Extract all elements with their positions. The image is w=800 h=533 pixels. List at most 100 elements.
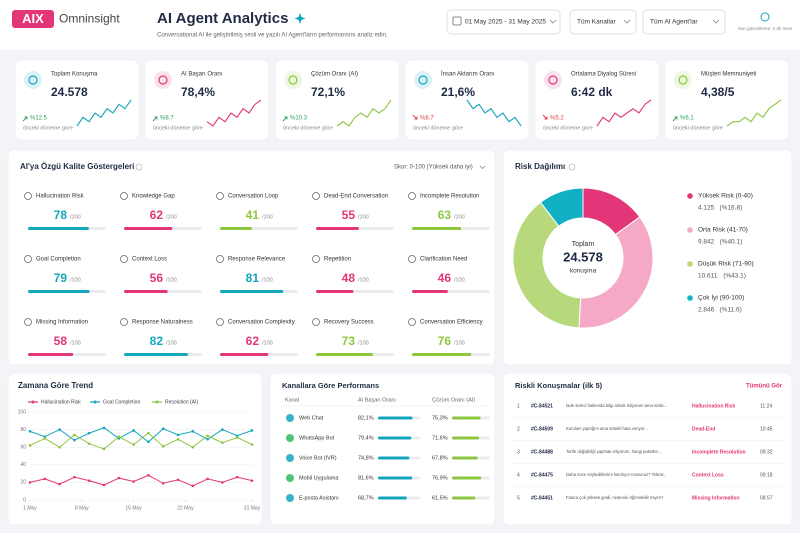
kpi-card [274,59,400,141]
channel-name: Voice Bot (IVR) [299,455,337,461]
kpi-note: önceki döneme göre [673,125,723,131]
series-point [58,428,61,431]
chevron [549,19,557,24]
page-subtitle: Conversational AI ile geliştirilmiş sesl… [157,33,388,39]
metric-max: /100 [166,214,177,220]
metric-max: /100 [262,340,273,346]
series-point [87,479,91,482]
agent-filter-label: Tüm AI Agent'lar [650,19,698,26]
conversation-time: 11:24 [760,403,772,409]
channel-filter-label: Tüm Kanallar [577,19,616,26]
legend-label: Çok İyi (90-100) [698,293,744,302]
kpi-sparkline [206,99,262,127]
y-tick-label: 60 [20,445,26,451]
kpi-change: %8.7 [160,116,174,122]
metric-icon [408,318,416,326]
series-point [58,482,61,486]
metric-max: /100 [454,277,465,283]
series-point [132,480,135,483]
kpi-trend-arrow [22,116,28,122]
chevron [479,165,486,170]
kpi-label: Toplam Konuşma [51,72,98,78]
metric-label: Recovery Success [324,320,374,326]
metric-max: /100 [70,277,81,283]
metric-bar [124,353,188,356]
series-point [206,434,209,438]
kpi-change: %10.3 [290,116,308,122]
refresh-icon[interactable] [760,12,770,22]
conversation-id: #C-84451 [531,495,553,501]
series-point [206,437,209,441]
metric-max: /100 [358,214,369,220]
logo-box [12,10,54,28]
kpi-label: Müşteri Memnuniyeti [701,72,756,78]
legend-label: Yüksek Risk (0-40) [698,193,753,200]
resolution-bar [452,476,482,480]
kpi-icon [544,71,562,89]
success-bar [378,456,410,460]
metric-label: Conversation Efficiency [420,320,483,326]
metric-bar [124,290,168,293]
metric-max: /100 [454,214,465,220]
metric-bar [220,290,284,293]
success-bar [378,416,413,420]
scale-note: Skor: 0-100 (Yüksek daha iyi) [394,165,473,171]
kpi-change: %12.5 [30,116,48,122]
kpi-icon-glyph [288,75,298,85]
donut-segment [512,201,582,329]
series-point [191,484,195,488]
series-point [147,440,150,444]
legend-percent: (%16.8) [720,205,743,212]
metric-max: /100 [166,277,177,283]
risk-tag: Incomplete Resolution [692,449,746,455]
metric-max: /100 [166,340,177,346]
metric-max: /100 [262,214,273,220]
kpi-icon [674,71,692,89]
conversation-text: Tarife değişikliği yapmak istiyorum, han… [566,449,661,454]
metric-bar [316,353,373,356]
column-header: Çözüm Oranı (AI) [432,397,475,403]
series-point [235,436,239,439]
metric-bar [28,353,74,356]
kpi-value: 24.578 [51,85,88,99]
series-point [132,443,135,446]
legend-label: Goal Completion [103,399,140,405]
kpi-label: Çözüm Oranı (AI) [311,72,358,78]
kpi-icon-glyph [548,75,558,85]
metric-value: 73 [342,334,356,348]
kpi-trend-arrow [542,114,548,120]
metric-max: /100 [358,340,369,346]
channel-icon [286,414,294,422]
metric-label: Knowledge Gap [132,194,175,200]
series-point [191,430,195,433]
channel-name: WhatsApp Bot [299,435,335,441]
date-picker[interactable] [446,9,561,35]
series-point [102,426,106,430]
metric-label: Context Loss [132,257,167,263]
view-all-link[interactable]: Tümünü Gör [746,384,783,390]
x-tick-label: 22 May [177,505,194,511]
resolution-bar [452,456,478,460]
info-icon[interactable] [568,163,576,171]
legend-label: Hallucination Risk [41,399,81,405]
kpi-card [14,59,140,141]
legend-count: 2.846 [698,307,715,314]
conversation-time: 09:32 [760,449,773,455]
metric-max: /100 [70,214,81,220]
x-tick-label: 31 May [244,505,261,511]
metric-value: 78 [54,208,68,222]
agent-filter[interactable] [642,9,726,35]
series-point [117,435,121,438]
risk-tag: Dead-End [692,426,715,432]
kpi-icon [414,71,432,89]
channel-name: Web Chat [299,415,324,421]
kpi-trend-arrow [672,116,678,122]
channel-filter[interactable] [569,9,637,35]
conversation-text: Daha önce söylediklerimi hatırlıyor musu… [566,472,666,477]
info-icon[interactable] [135,163,143,171]
resolution-label: 71,6% [432,435,448,441]
kpi-value: 21,6% [441,85,475,99]
series-point [250,443,254,446]
series-point [43,437,47,440]
